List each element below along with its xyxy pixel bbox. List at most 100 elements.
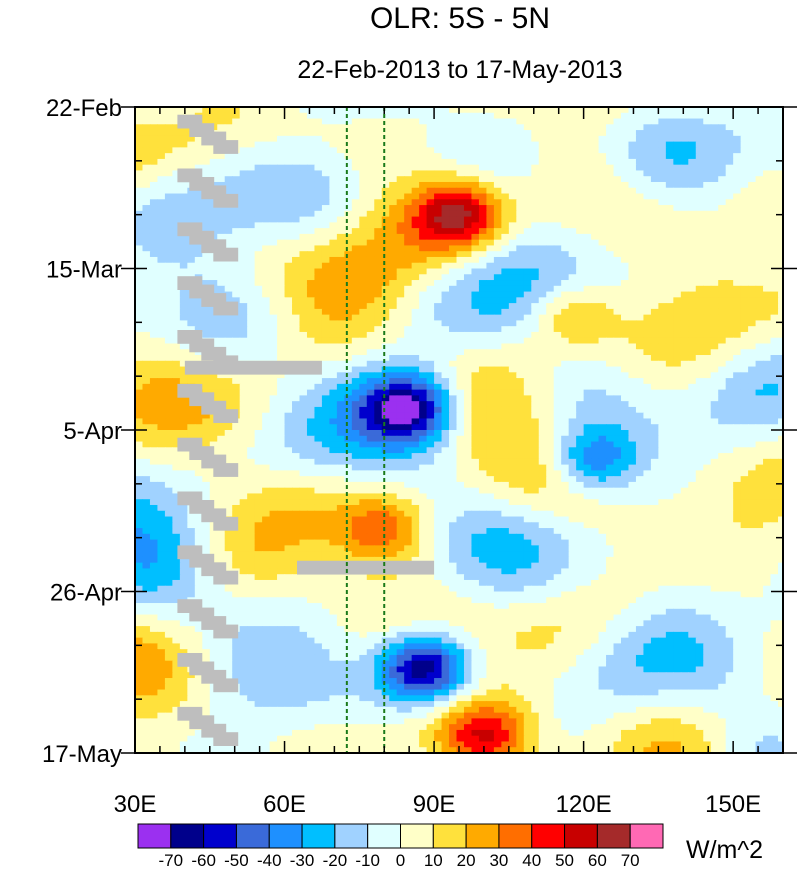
field-cell: [561, 430, 570, 437]
field-cell: [269, 170, 278, 177]
field-cell: [546, 360, 555, 368]
field-cell: [471, 216, 480, 223]
field-cell: [486, 251, 495, 258]
field-cell: [359, 343, 368, 350]
field-cell: [239, 303, 248, 310]
field-cell: [606, 107, 615, 114]
field-cell: [486, 130, 495, 137]
field-cell: [374, 262, 383, 270]
field-cell: [262, 193, 271, 200]
field-cell: [538, 412, 547, 420]
field-cell: [247, 256, 256, 264]
field-cell: [508, 268, 517, 275]
field-cell: [449, 187, 458, 195]
field-cell: [583, 262, 592, 270]
field-cell: [710, 337, 719, 345]
field-cell: [202, 164, 211, 172]
field-cell: [441, 366, 450, 373]
field-cell: [419, 239, 428, 247]
field-cell: [613, 181, 622, 189]
field-cell: [254, 435, 263, 443]
field-cell: [740, 216, 749, 223]
field-cell: [359, 135, 368, 143]
field-cell: [381, 135, 390, 143]
field-cell: [456, 343, 465, 350]
field-cell: [501, 366, 510, 373]
field-cell: [157, 430, 166, 437]
field-cell: [187, 245, 196, 252]
field-cell: [770, 424, 779, 431]
field-cell: [718, 326, 727, 333]
field-cell: [359, 360, 368, 368]
field-cell: [680, 303, 689, 310]
field-cell: [366, 187, 375, 195]
field-cell: [486, 418, 495, 425]
field-cell: [172, 308, 181, 316]
field-cell: [404, 343, 413, 350]
field-cell: [329, 314, 338, 322]
field-cell: [449, 233, 458, 241]
field-cell: [658, 355, 667, 362]
field-cell: [478, 320, 488, 327]
field-cell: [576, 360, 585, 368]
field-cell: [591, 124, 600, 131]
field-cell: [613, 326, 622, 333]
field-cell: [740, 239, 749, 247]
field-cell: [561, 406, 570, 414]
field-cell: [239, 251, 248, 258]
field-cell: [157, 141, 166, 148]
field-cell: [179, 303, 188, 310]
field-cell: [149, 308, 159, 316]
field-cell: [635, 406, 645, 414]
field-cell: [149, 118, 159, 125]
field-cell: [284, 170, 293, 177]
field-cell: [493, 326, 502, 333]
field-cell: [142, 170, 151, 177]
field-cell: [606, 245, 615, 252]
field-cell: [187, 297, 196, 304]
field-cell: [411, 216, 420, 223]
field-cell: [546, 378, 555, 385]
field-cell: [329, 210, 338, 218]
field-cell: [463, 401, 473, 408]
field-cell: [628, 210, 637, 218]
field-cell: [703, 245, 712, 252]
field-cell: [755, 360, 764, 368]
field-cell: [710, 268, 719, 275]
field-cell: [344, 158, 353, 166]
field-cell: [157, 303, 166, 310]
field-cell: [389, 158, 398, 166]
field-cell: [606, 228, 615, 235]
field-cell: [508, 239, 517, 247]
field-cell: [478, 216, 488, 223]
field-cell: [441, 216, 450, 223]
field-cell: [703, 239, 712, 247]
field-cell: [695, 372, 704, 379]
field-cell: [336, 141, 345, 148]
field-cell: [441, 112, 450, 120]
field-cell: [374, 366, 383, 373]
field-cell: [381, 291, 390, 298]
field-cell: [576, 262, 585, 270]
field-cell: [449, 153, 458, 160]
field-cell: [262, 205, 271, 212]
field-cell: [359, 349, 368, 356]
field-cell: [606, 130, 615, 137]
field-cell: [606, 147, 615, 154]
field-cell: [262, 239, 271, 247]
field-cell: [299, 378, 308, 385]
field-cell: [493, 141, 502, 148]
field-cell: [718, 124, 727, 131]
field-cell: [284, 107, 293, 114]
field-cell: [493, 222, 502, 229]
field-cell: [531, 337, 540, 345]
field-cell: [284, 331, 293, 339]
field-cell: [179, 130, 188, 137]
field-cell: [538, 245, 547, 252]
field-cell: [194, 262, 203, 270]
field-cell: [329, 435, 338, 443]
field-cell: [463, 320, 473, 327]
field-cell: [486, 118, 495, 125]
field-cell: [688, 280, 697, 287]
field-cell: [314, 297, 323, 304]
